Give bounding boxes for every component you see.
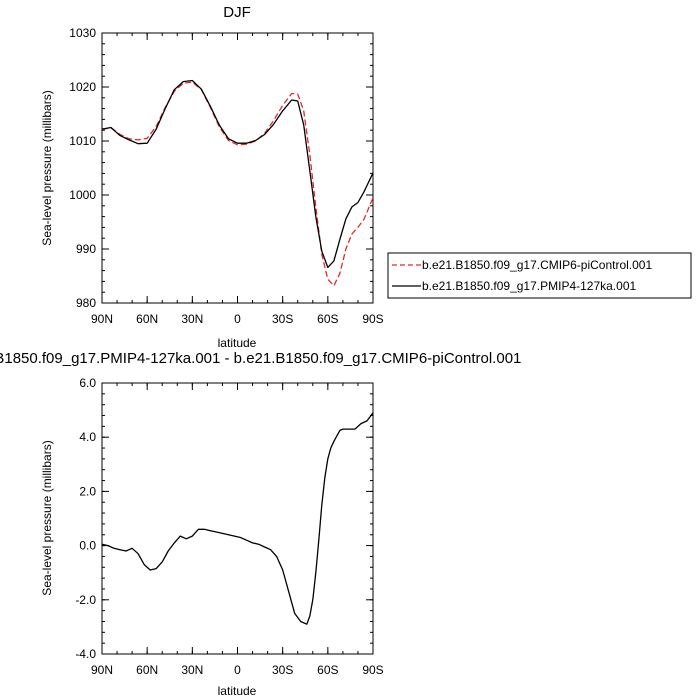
difference-title: b.e21.B1850.f09_g17.PMIP4-127ka.001 - b.… <box>0 350 521 367</box>
x-tick-label: 90N <box>91 663 113 677</box>
panel-slp-djf: DJF 90N 60N 30N 0 30S 60S 90S 980 990 1000 1010 102… <box>40 4 384 350</box>
x-tick-label: 90N <box>91 312 113 326</box>
y-tick-label: 990 <box>76 242 96 256</box>
y-tick-label: 4.0 <box>79 430 96 444</box>
y-tick-label: -2.0 <box>75 593 96 607</box>
x-tick-label: 60N <box>136 312 158 326</box>
y-axis-label-diff: Sea-level pressure (millibars) <box>40 440 54 595</box>
y-tick-label: 1000 <box>69 188 96 202</box>
y-tick-label: 6.0 <box>79 376 96 390</box>
y-tick-label: 1030 <box>69 26 96 40</box>
x-tick-label: 0 <box>234 312 241 326</box>
x-axis-label: latitude <box>218 336 257 350</box>
y-tick-label: 2.0 <box>79 484 96 498</box>
y-tick-label: 1010 <box>69 134 96 148</box>
series-line-difference <box>101 412 374 625</box>
x-tick-label: 0 <box>234 663 241 677</box>
x-tick-label: 60S <box>317 312 338 326</box>
legend-label-127ka: b.e21.B1850.f09_g17.PMIP4-127ka.001 <box>422 279 636 293</box>
x-tick-label: 30S <box>272 312 293 326</box>
y-tick-label: 0.0 <box>79 539 96 553</box>
chart-title: DJF <box>223 4 251 21</box>
legend-box <box>387 252 692 299</box>
legend-label-picontrol: b.e21.B1850.f09_g17.CMIP6-piControl.001 <box>422 258 652 272</box>
y-tick-label: 980 <box>76 296 96 310</box>
x-tick-label: 60N <box>136 663 158 677</box>
panel-slp-difference: b.e21.B1850.f09_g17.PMIP4-127ka.001 - b.… <box>0 350 521 698</box>
y-axis-label: Sea-level pressure (millibars) <box>40 90 54 245</box>
x-tick-label: 60S <box>317 663 338 677</box>
x-tick-label: 30N <box>181 663 203 677</box>
x-axis-label-diff: latitude <box>218 684 257 698</box>
series-line-127ka <box>101 79 374 269</box>
series-line-picontrol <box>101 81 374 287</box>
plot-frame-diff <box>101 382 374 655</box>
x-tick-label: 30N <box>181 312 203 326</box>
legend: b.e21.B1850.f09_g17.CMIP6-piControl.001 … <box>387 252 692 299</box>
x-tick-label: 90S <box>362 663 383 677</box>
x-tick-label: 90S <box>362 312 383 326</box>
y-tick-label: -4.0 <box>75 647 96 661</box>
x-tick-label: 30S <box>272 663 293 677</box>
y-tick-label: 1020 <box>69 80 96 94</box>
